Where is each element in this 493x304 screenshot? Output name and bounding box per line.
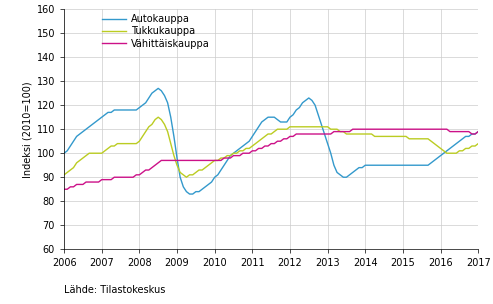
Vähittäiskauppa [475, 130, 481, 133]
Text: Lähde: Tilastokeskus: Lähde: Tilastokeskus [64, 285, 166, 295]
Line: Tukkukauppa: Tukkukauppa [64, 117, 478, 177]
Autokauppa [187, 192, 193, 196]
Vähittäiskauppa [453, 130, 459, 133]
Tukkukauppa [89, 151, 95, 155]
Vähittäiskauppa [463, 130, 469, 133]
Tukkukauppa [457, 149, 462, 153]
Autokauppa [340, 175, 346, 179]
Autokauppa [328, 151, 334, 155]
Vähittäiskauppa [347, 130, 352, 133]
Tukkukauppa [340, 130, 346, 133]
Vähittäiskauppa [350, 127, 355, 131]
Tukkukauppa [353, 132, 359, 136]
Y-axis label: Indeksi (2010=100): Indeksi (2010=100) [22, 81, 33, 178]
Tukkukauppa [475, 142, 481, 145]
Autokauppa [475, 130, 481, 133]
Tukkukauppa [155, 116, 161, 119]
Vähittäiskauppa [61, 187, 67, 191]
Vähittäiskauppa [334, 130, 340, 133]
Autokauppa [466, 135, 472, 138]
Tukkukauppa [61, 173, 67, 177]
Vähittäiskauppa [89, 180, 95, 184]
Tukkukauppa [466, 147, 472, 150]
Autokauppa [353, 168, 359, 172]
Tukkukauppa [328, 127, 334, 131]
Vähittäiskauppa [321, 132, 327, 136]
Tukkukauppa [183, 175, 189, 179]
Legend: Autokauppa, Tukkukauppa, Vähittäiskauppa: Autokauppa, Tukkukauppa, Vähittäiskauppa [102, 14, 210, 49]
Autokauppa [61, 151, 67, 155]
Autokauppa [457, 140, 462, 143]
Line: Autokauppa: Autokauppa [64, 88, 478, 194]
Autokauppa [155, 87, 161, 90]
Line: Vähittäiskauppa: Vähittäiskauppa [64, 129, 478, 189]
Autokauppa [89, 123, 95, 126]
